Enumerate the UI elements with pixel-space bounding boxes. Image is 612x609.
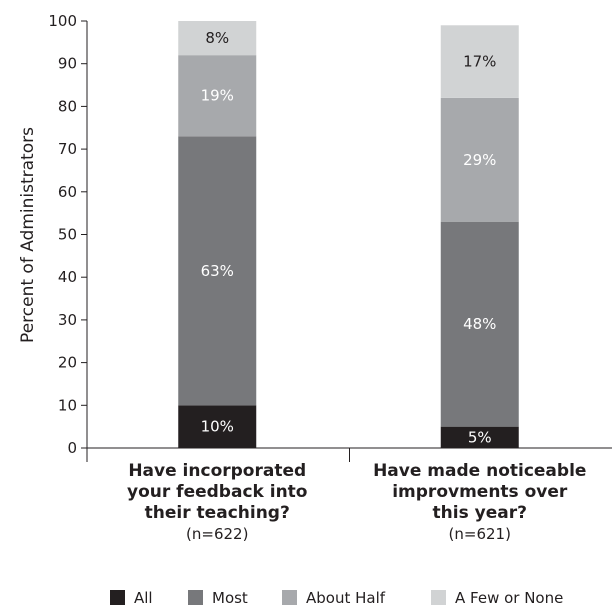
- y-tick-label: 90: [58, 55, 77, 73]
- y-axis: 0 10 20 30 40 50 60 70 80 90 100: [48, 12, 88, 457]
- category-n-label: (n=621): [449, 525, 511, 543]
- bar-data-label: 5%: [468, 428, 492, 446]
- legend-label: About Half: [306, 589, 386, 607]
- bar-data-label: 8%: [205, 29, 229, 47]
- legend-swatch: [110, 590, 125, 605]
- bar-segment-all: [440, 426, 519, 448]
- bar-data-label: 10%: [201, 418, 234, 436]
- bars: 10% 63% 19% 8% 5% 48% 29% 17%: [178, 21, 519, 448]
- bar-segment-most: [440, 221, 519, 427]
- bar-segment-about-half: [178, 55, 257, 137]
- category-label-line: this year?: [433, 503, 527, 523]
- bar-segment-most: [178, 136, 257, 406]
- bar-data-label: 17%: [463, 53, 496, 71]
- bar-segment-all: [178, 405, 257, 448]
- y-tick-label: 50: [58, 226, 77, 244]
- legend-label: A Few or None: [455, 589, 563, 607]
- legend-label: All: [134, 589, 153, 607]
- y-tick-label: 100: [48, 12, 77, 30]
- category-label-line: their teaching?: [145, 503, 290, 523]
- bar-segment-a-few-or-none: [178, 21, 257, 56]
- category-label-line: your feedback into: [127, 482, 307, 502]
- y-tick-label: 0: [67, 439, 77, 457]
- legend-label: Most: [212, 589, 248, 607]
- legend-swatch: [431, 590, 446, 605]
- category-label-line: improvments over: [392, 482, 568, 502]
- bar-segment-a-few-or-none: [440, 25, 519, 98]
- category-label-line: Have made noticeable: [373, 461, 586, 481]
- bar-data-label: 48%: [463, 315, 496, 333]
- category-n-label: (n=622): [186, 525, 248, 543]
- y-axis-title: Percent of Administrators: [18, 127, 38, 343]
- bar-data-label: 29%: [463, 151, 496, 169]
- y-tick-label: 70: [58, 140, 77, 158]
- y-tick-label: 80: [58, 97, 77, 115]
- legend-swatch: [282, 590, 297, 605]
- legend: All Most About Half A Few or None: [110, 589, 563, 607]
- y-tick-label: 40: [58, 268, 77, 286]
- legend-swatch: [188, 590, 203, 605]
- bar-segment-about-half: [440, 97, 519, 222]
- y-tick-label: 60: [58, 183, 77, 201]
- bar-data-label: 63%: [201, 262, 234, 280]
- y-tick-label: 30: [58, 311, 77, 329]
- y-tick-label: 20: [58, 354, 77, 372]
- y-tick-label: 10: [58, 396, 77, 414]
- x-axis: [86, 447, 612, 462]
- bar-data-label: 19%: [201, 87, 234, 105]
- category-label-line: Have incorporated: [128, 461, 306, 481]
